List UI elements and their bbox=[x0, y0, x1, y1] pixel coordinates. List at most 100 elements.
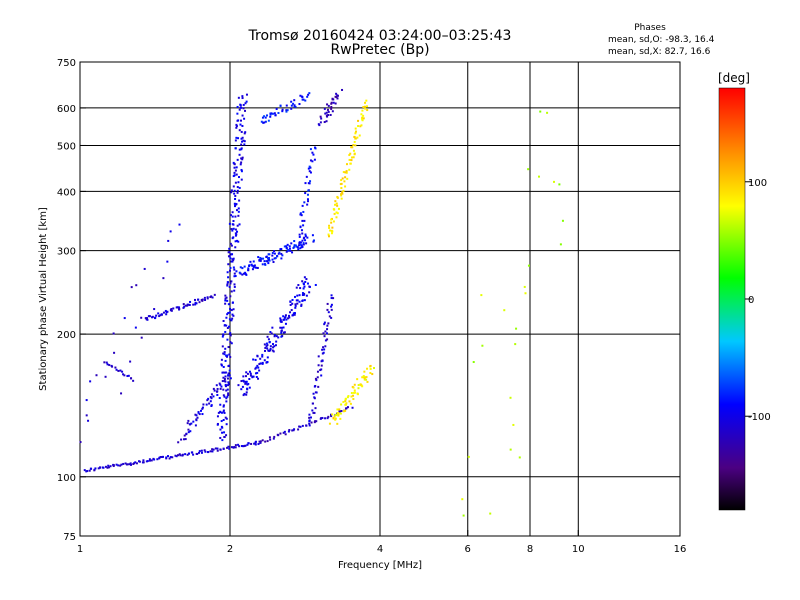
data-point bbox=[245, 100, 248, 103]
data-point bbox=[228, 311, 231, 314]
data-point bbox=[328, 422, 331, 425]
data-point bbox=[266, 335, 269, 338]
data-point bbox=[334, 203, 337, 206]
data-point bbox=[308, 422, 311, 425]
data-point bbox=[228, 369, 231, 372]
data-point bbox=[223, 324, 226, 327]
data-point bbox=[332, 208, 335, 211]
data-point bbox=[373, 367, 376, 370]
data-point bbox=[126, 375, 129, 378]
data-point bbox=[362, 114, 365, 117]
data-point bbox=[142, 461, 145, 464]
data-point bbox=[300, 214, 303, 217]
data-point bbox=[332, 220, 335, 223]
data-point bbox=[309, 180, 312, 183]
data-point bbox=[299, 247, 302, 250]
data-point bbox=[299, 241, 302, 244]
y-tick-label: 750 bbox=[57, 58, 76, 69]
data-point bbox=[119, 464, 122, 467]
data-point bbox=[332, 297, 335, 300]
data-point bbox=[279, 320, 282, 323]
data-point bbox=[232, 185, 235, 188]
data-point bbox=[313, 411, 316, 414]
data-point bbox=[231, 258, 234, 261]
data-point bbox=[130, 286, 133, 289]
data-point bbox=[350, 391, 353, 394]
data-point bbox=[224, 330, 227, 333]
data-point bbox=[307, 282, 310, 285]
data-point bbox=[178, 307, 181, 310]
data-point bbox=[241, 114, 244, 117]
data-point bbox=[303, 299, 306, 302]
data-point bbox=[341, 88, 344, 91]
x-tick-label: 6 bbox=[465, 544, 471, 555]
data-point bbox=[233, 171, 236, 174]
data-point bbox=[188, 423, 191, 426]
data-point bbox=[201, 299, 204, 302]
data-point bbox=[232, 314, 235, 317]
data-point bbox=[245, 93, 248, 96]
data-point bbox=[289, 311, 292, 314]
data-point bbox=[203, 449, 206, 452]
data-point bbox=[229, 341, 232, 344]
data-point bbox=[225, 324, 228, 327]
data-point bbox=[248, 264, 251, 267]
data-point bbox=[254, 266, 257, 269]
data-point bbox=[240, 130, 243, 133]
data-point bbox=[364, 101, 367, 104]
data-point bbox=[165, 311, 168, 314]
chart-title: Tromsø 20160424 03:24:00–03:25:43 bbox=[248, 28, 512, 44]
data-point bbox=[301, 98, 304, 101]
data-point bbox=[340, 194, 343, 197]
data-point bbox=[284, 433, 287, 436]
data-point bbox=[287, 314, 290, 317]
data-point bbox=[305, 278, 308, 281]
data-point bbox=[290, 309, 293, 312]
data-point bbox=[227, 381, 230, 384]
data-point bbox=[254, 358, 257, 361]
data-point bbox=[115, 463, 118, 466]
data-point bbox=[240, 178, 243, 181]
data-point bbox=[186, 453, 189, 456]
data-point bbox=[223, 351, 226, 354]
data-point bbox=[527, 264, 530, 267]
data-point bbox=[263, 115, 266, 118]
data-point bbox=[343, 180, 346, 183]
data-point bbox=[268, 259, 271, 262]
data-point bbox=[321, 359, 324, 362]
data-point bbox=[198, 413, 201, 416]
data-point bbox=[266, 356, 269, 359]
data-point bbox=[209, 400, 212, 403]
data-point bbox=[229, 266, 232, 269]
colorbar-label: [deg] bbox=[718, 71, 750, 85]
data-point bbox=[186, 422, 189, 425]
data-point bbox=[328, 226, 331, 229]
data-point bbox=[234, 234, 237, 237]
data-point bbox=[342, 410, 345, 413]
data-point bbox=[353, 383, 356, 386]
data-point bbox=[108, 466, 111, 469]
data-point bbox=[213, 389, 216, 392]
data-point bbox=[212, 387, 215, 390]
data-point bbox=[301, 245, 304, 248]
data-point bbox=[561, 219, 564, 222]
data-point bbox=[246, 372, 249, 375]
data-point bbox=[348, 154, 351, 157]
data-point bbox=[308, 420, 311, 423]
data-point bbox=[87, 419, 90, 422]
data-point bbox=[236, 112, 239, 115]
data-point bbox=[330, 232, 333, 235]
data-point bbox=[301, 294, 304, 297]
data-point bbox=[274, 114, 277, 117]
data-point bbox=[211, 296, 214, 299]
data-point bbox=[200, 409, 203, 412]
data-point bbox=[178, 223, 181, 226]
data-point bbox=[360, 113, 363, 116]
data-point bbox=[341, 191, 344, 194]
data-point bbox=[245, 380, 248, 383]
data-point bbox=[237, 181, 240, 184]
data-point bbox=[359, 383, 362, 386]
data-point bbox=[352, 386, 355, 389]
data-point bbox=[221, 431, 224, 434]
data-point bbox=[219, 448, 222, 451]
